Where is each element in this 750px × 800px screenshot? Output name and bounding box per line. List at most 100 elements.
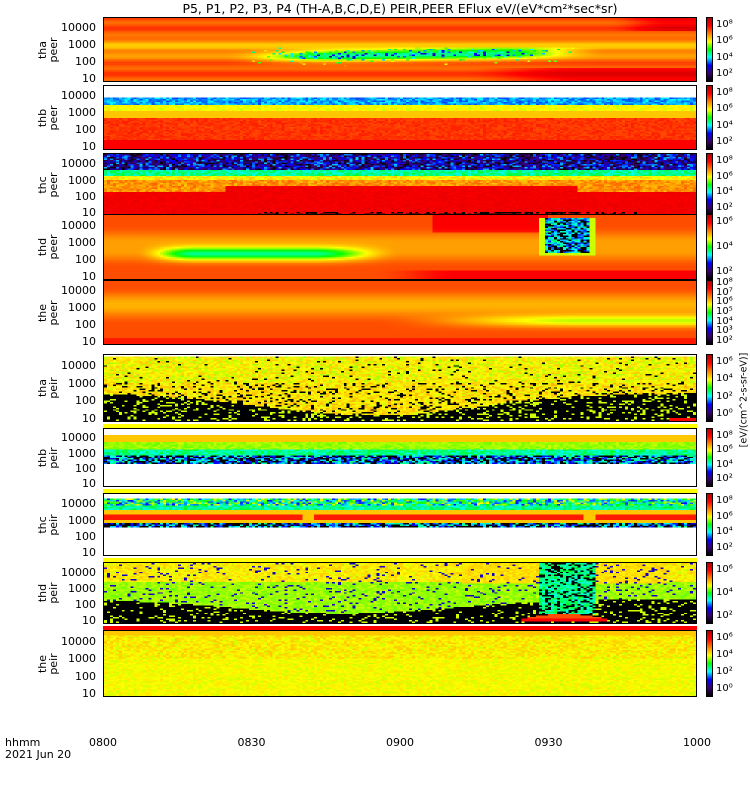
colorbar-tick-label: 10⁴ <box>716 241 733 252</box>
colorbar-tick-label: 10⁴ <box>716 51 733 63</box>
colorbar-tick-label: 10⁰ <box>716 408 733 419</box>
spectrogram-thd-peer <box>103 214 697 280</box>
y-tick-label: 100 <box>75 598 96 612</box>
y-tick-label: 1000 <box>68 582 96 596</box>
colorbar <box>706 493 713 556</box>
y-tick-label: 1000 <box>68 38 96 52</box>
y-tick-label: 10000 <box>61 634 96 648</box>
y-tick-label: 1000 <box>68 173 96 187</box>
data-strip <box>103 626 697 630</box>
y-tick-label: 1000 <box>68 106 96 120</box>
panel-label: thb peir <box>36 446 60 469</box>
colorbar-tick-label: 10² <box>716 610 733 621</box>
panel-label: thc peir <box>36 513 60 536</box>
colorbar-tick-label: 10⁴ <box>716 526 733 538</box>
y-tick-label: 1000 <box>68 513 96 527</box>
y-tick-label: 1000 <box>68 235 96 249</box>
spectrogram-thc-peir <box>103 493 697 556</box>
colorbar-tick-label: 10⁸ <box>716 430 733 441</box>
colorbar-tick-label: 10² <box>716 666 733 677</box>
x-axis-date: 2021 Jun 20 <box>5 748 72 761</box>
colorbar-tick-label: 10⁶ <box>716 296 733 308</box>
x-tick-label: 0830 <box>237 736 266 749</box>
colorbar-tick-label: 10⁸ <box>716 19 733 30</box>
colorbar-tick-label: 10² <box>716 390 733 402</box>
panel-label: thc peer <box>36 171 60 198</box>
y-tick-label: 10 <box>82 687 96 701</box>
colorbar-tick-label: 10⁶ <box>716 216 733 227</box>
y-tick-label: 10 <box>82 411 96 425</box>
spectrogram-image <box>104 18 696 81</box>
y-tick-label: 10000 <box>61 431 96 445</box>
colorbar-tick-label: 10² <box>716 136 733 147</box>
y-tick-label: 10 <box>82 546 96 560</box>
colorbar <box>706 280 713 345</box>
y-tick-label: 100 <box>75 123 96 137</box>
panel-label: thd peir <box>36 582 60 604</box>
y-tick-label: 100 <box>75 318 96 332</box>
colorbar-tick-label: 10⁶ <box>716 444 733 456</box>
y-tick-label: 10 <box>82 206 96 220</box>
colorbar-tick-label: 10⁵ <box>716 306 733 317</box>
y-tick-label: 10 <box>82 477 96 491</box>
y-tick-label: 100 <box>75 252 96 266</box>
colorbar-tick-label: 10⁴ <box>716 119 733 131</box>
x-tick-label: 0900 <box>386 736 414 749</box>
data-strip <box>103 489 697 493</box>
spectrogram-tha-peir <box>103 354 697 422</box>
colorbar-tick-label: 10⁸ <box>716 87 733 98</box>
y-tick-label: 100 <box>75 55 96 69</box>
y-tick-label: 10000 <box>61 284 96 298</box>
y-tick-label: 100 <box>75 189 96 203</box>
spectrogram-thb-peer <box>103 85 697 150</box>
y-tick-label: 100 <box>75 394 96 408</box>
colorbar <box>706 153 713 216</box>
panel-label: tha peir <box>36 377 60 399</box>
colorbar-tick-label: 10² <box>716 266 733 277</box>
colorbar-tick-label: 10³ <box>716 325 733 337</box>
data-strip <box>103 424 697 428</box>
y-tick-label: 1000 <box>68 376 96 390</box>
colorbar-tick-label: 10² <box>716 335 733 346</box>
x-tick-label: 0930 <box>534 736 563 749</box>
panel-label: thb peer <box>36 104 60 131</box>
y-tick-label: 100 <box>75 669 96 683</box>
spectrogram-image <box>104 281 696 344</box>
colorbar-tick-label: 10⁴ <box>716 186 733 198</box>
y-tick-label: 10 <box>82 614 96 628</box>
panel-label: the peer <box>36 299 60 326</box>
colorbar-units: [eV/(cm^2-s-sr-eV)] <box>738 352 750 448</box>
colorbar-tick-label: 10⁴ <box>716 587 733 598</box>
y-tick-label: 10 <box>82 140 96 154</box>
spectrogram-image <box>104 563 696 623</box>
colorbar-tick-label: 10² <box>716 542 733 553</box>
colorbar-tick-label: 10⁶ <box>716 564 733 575</box>
spectrogram-image <box>104 86 696 149</box>
colorbar-tick-label: 10⁸ <box>716 277 733 288</box>
panel-label: the peir <box>36 652 60 675</box>
y-tick-label: 10 <box>82 72 96 86</box>
y-tick-label: 10000 <box>61 358 96 372</box>
x-axis-label: hhmm <box>5 736 41 749</box>
colorbar-tick-label: 10⁸ <box>716 155 733 166</box>
colorbar-tick-label: 10² <box>716 202 733 213</box>
colorbar-tick-label: 10⁸ <box>716 495 733 506</box>
colorbar <box>706 17 713 82</box>
y-tick-label: 1000 <box>68 301 96 315</box>
spectrogram-thc-peer <box>103 153 697 216</box>
y-tick-label: 10000 <box>61 21 96 35</box>
spectrogram-image <box>104 215 696 279</box>
spectrogram-tha-peer <box>103 17 697 82</box>
x-tick-label: 0800 <box>89 736 117 749</box>
spectrogram-the-peer <box>103 280 697 345</box>
colorbar <box>706 85 713 150</box>
y-tick-label: 10000 <box>61 497 96 511</box>
colorbar-tick-label: 10² <box>716 68 733 79</box>
colorbar <box>706 428 713 487</box>
chart-title: P5, P1, P2, P3, P4 (TH-A,B,C,D,E) PEIR,P… <box>182 1 618 16</box>
spectrogram-thb-peir <box>103 428 697 487</box>
colorbar <box>706 354 713 422</box>
colorbar-tick-label: 10⁴ <box>716 315 733 327</box>
colorbar-tick-label: 10⁶ <box>716 510 733 522</box>
colorbar <box>706 214 713 280</box>
